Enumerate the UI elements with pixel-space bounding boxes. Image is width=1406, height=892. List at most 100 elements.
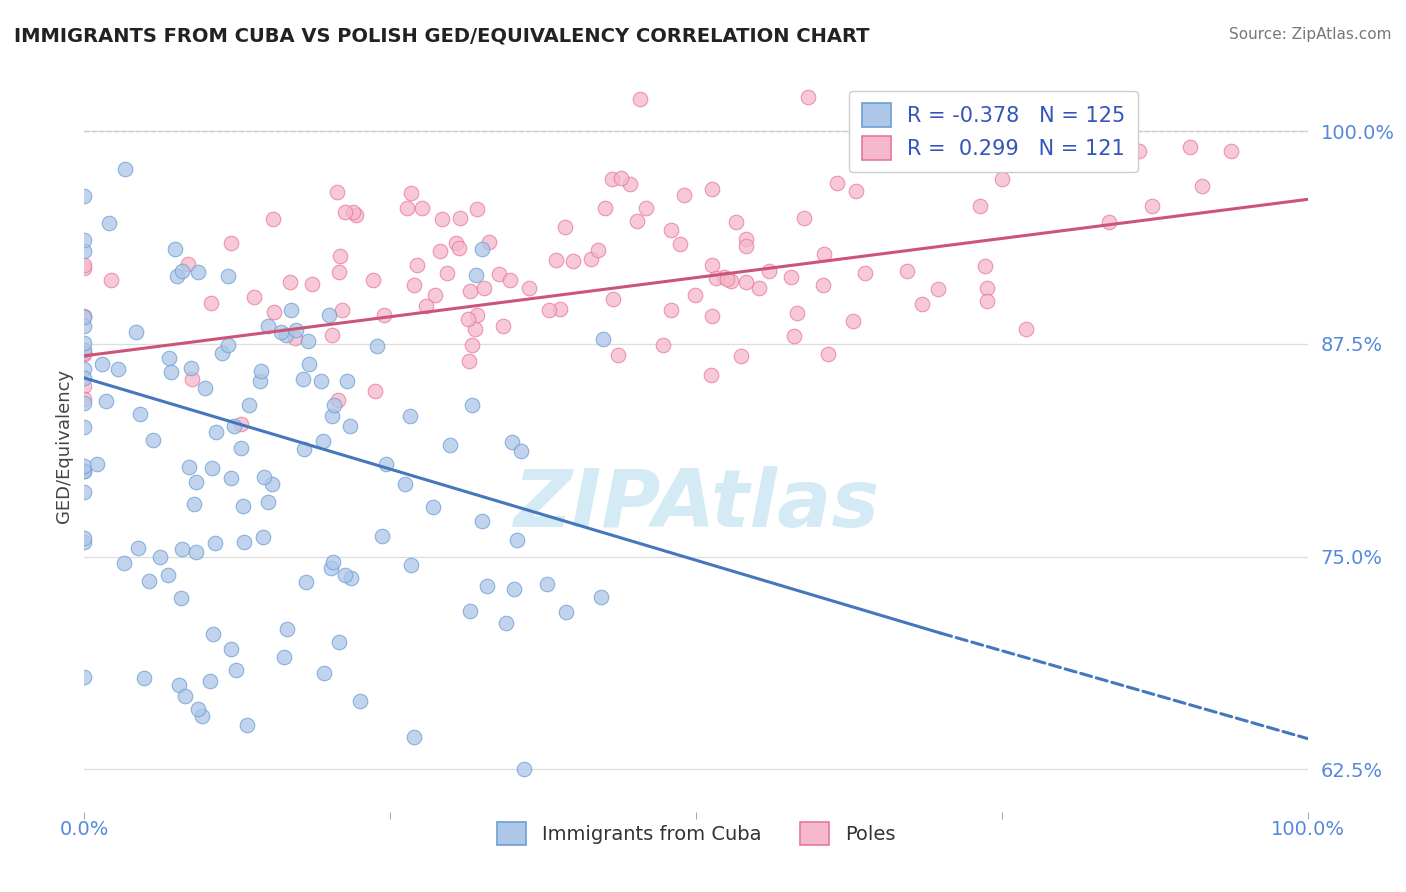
Point [401,558,423,572]
Point [170,541,193,556]
Point [811,278,834,293]
Point [309,374,332,388]
Legend: Immigrants from Cuba, Poles: Immigrants from Cuba, Poles [489,814,903,854]
Point [201,627,224,641]
Point [927,283,949,297]
Point [252,530,274,544]
Point [683,288,706,302]
Point [184,544,207,558]
Point [825,177,848,191]
Point [561,253,583,268]
Point [730,349,752,363]
Point [225,663,247,677]
Point [786,306,808,320]
Point [1015,322,1038,336]
Point [700,309,723,323]
Point [328,265,350,279]
Point [652,337,675,351]
Point [415,299,437,313]
Point [294,575,316,590]
Point [626,213,648,227]
Point [73,396,96,410]
Point [180,360,202,375]
Point [73,419,96,434]
Point [73,189,96,203]
Point [73,310,96,324]
Point [374,457,396,471]
Point [700,368,723,383]
Point [262,212,284,227]
Point [322,398,344,412]
Point [73,319,96,334]
Point [340,571,363,585]
Point [619,177,641,191]
Point [505,533,527,548]
Point [73,458,96,473]
Point [73,392,96,406]
Point [593,201,616,215]
Point [285,323,308,337]
Point [318,308,340,322]
Point [243,290,266,304]
Point [129,407,152,421]
Point [224,419,246,434]
Point [262,476,284,491]
Point [548,302,571,317]
Point [112,556,135,570]
Point [461,338,484,352]
Point [73,379,96,393]
Point [165,242,187,256]
Point [588,244,610,258]
Point [73,233,96,247]
Point [177,459,200,474]
Point [439,438,461,452]
Point [636,201,658,215]
Point [1097,215,1119,229]
Point [187,702,209,716]
Point [278,276,301,290]
Point [429,244,451,258]
Point [335,204,357,219]
Point [517,281,540,295]
Point [322,555,344,569]
Point [217,338,239,352]
Point [447,241,470,255]
Point [231,442,253,456]
Point [73,345,96,359]
Point [495,615,517,630]
Point [470,242,492,256]
Point [602,292,624,306]
Point [735,275,758,289]
Point [90,357,112,371]
Point [672,188,695,202]
Point [198,673,221,688]
Point [394,476,416,491]
Point [257,318,280,333]
Point [544,252,567,267]
Point [845,184,868,198]
Point [976,281,998,295]
Point [702,182,724,196]
Point [284,331,307,345]
Point [166,268,188,283]
Point [276,623,298,637]
Point [253,470,276,484]
Point [172,264,194,278]
Point [184,475,207,489]
Point [401,186,423,201]
Point [339,418,361,433]
Point [73,258,96,272]
Point [430,212,453,227]
Text: IMMIGRANTS FROM CUBA VS POLISH GED/EQUIVALENCY CORRELATION CHART: IMMIGRANTS FROM CUBA VS POLISH GED/EQUIV… [14,27,869,45]
Point [191,709,214,723]
Point [734,231,756,245]
Point [659,223,682,237]
Point [758,264,780,278]
Y-axis label: GED/Equivalency: GED/Equivalency [55,369,73,523]
Point [423,288,446,302]
Point [592,332,614,346]
Point [181,372,204,386]
Point [204,536,226,550]
Point [783,329,806,343]
Point [125,325,148,339]
